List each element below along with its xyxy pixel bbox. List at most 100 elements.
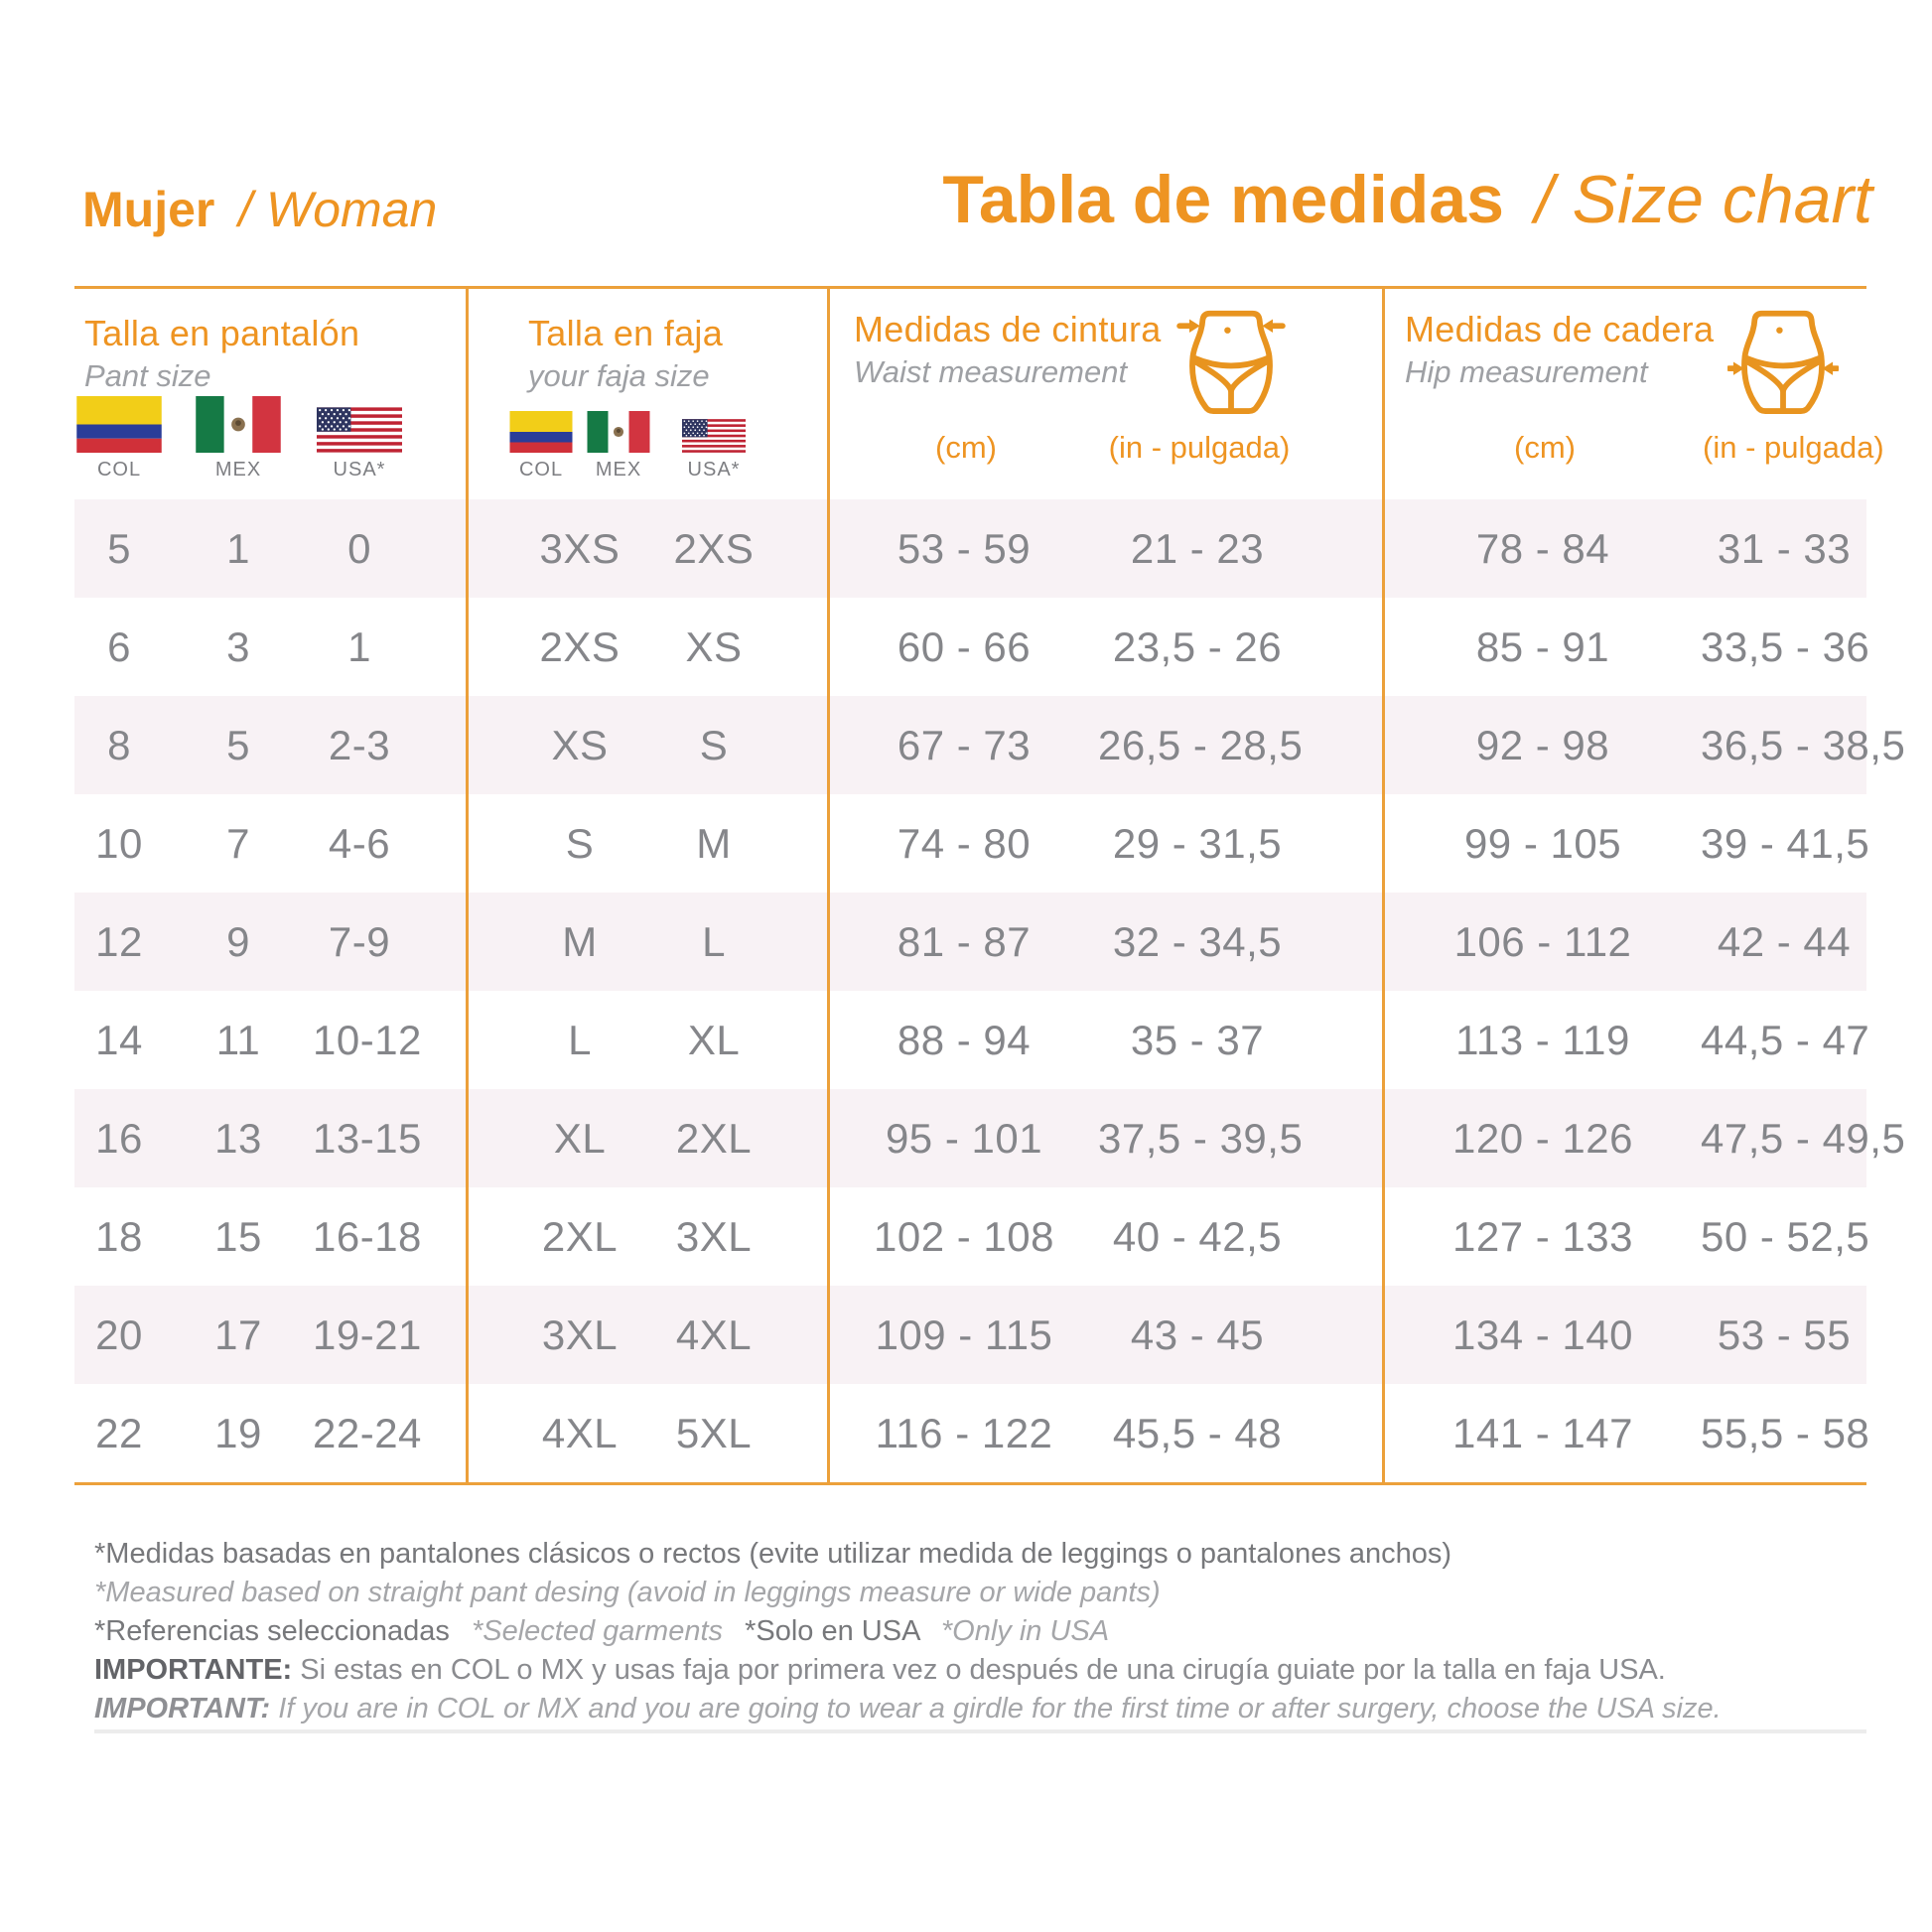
table-cell: 13-15 [313, 1114, 422, 1162]
table-cell: 127 - 133 [1452, 1212, 1633, 1260]
waist-header: Medidas de cintura Waist measurement [830, 289, 1382, 499]
table-cell: 116 - 122 [875, 1409, 1053, 1456]
waist-title: Medidas de cintura [854, 309, 1162, 349]
faja-size-body: 3XS 2XS 2XS XS XS S S M M L L XL XL 2XL 2XL 3XL 3XL 4XL 4X… [469, 499, 827, 1482]
footnote-references-es: *Referencias seleccionadas [94, 1615, 450, 1647]
footnotes: *Medidas basadas en pantalones clásicos … [94, 1535, 1722, 1728]
table-cell: 50 - 52,5 [1701, 1212, 1870, 1260]
table-row-waist: 81 - 87 32 - 34,5 [830, 893, 1382, 991]
table-cell: XL [687, 1016, 741, 1063]
table-cell: 23,5 - 26 [1112, 622, 1283, 670]
table-row-faja: 4XL 5XL [469, 1384, 827, 1482]
table-cell: 31 - 33 [1717, 524, 1852, 572]
table-cell: 26,5 - 28,5 [1098, 721, 1304, 768]
column-group-hip: Medidas de cadera Hip measurement [1382, 289, 1906, 1482]
table-cell: 99 - 105 [1463, 819, 1622, 867]
table-cell: 16-18 [313, 1212, 422, 1260]
table-row-pant: 20 17 19-21 [74, 1286, 466, 1384]
flag-label: COL [96, 459, 142, 481]
hip-title: Medidas de cadera [1405, 309, 1715, 349]
important-label-es: IMPORTANTE: [94, 1654, 293, 1686]
unit-inch-label: (in - pulgada) [1108, 430, 1291, 465]
table-cell: 85 - 91 [1475, 622, 1610, 670]
table-cell: S [565, 819, 595, 867]
col-mex-flag-pair: COL MEX [509, 411, 650, 482]
mexico-flag-box: MEX [164, 396, 313, 482]
table-cell: 7-9 [328, 917, 391, 965]
table-cell: 134 - 140 [1452, 1311, 1633, 1358]
important-label-en: IMPORTANT: [94, 1693, 271, 1725]
table-row-faja: XL 2XL [469, 1089, 827, 1187]
important-text-es: Si estas en COL o MX y usas faja por pri… [292, 1654, 1666, 1686]
table-row-hip: 106 - 112 42 - 44 [1385, 893, 1866, 991]
flag-label: MEX [595, 459, 642, 481]
footnote-usa-only-en: *Only in USA [940, 1615, 1110, 1647]
table-row-faja: L XL [469, 991, 827, 1089]
table-cell: 106 - 112 [1453, 917, 1632, 965]
table-cell: S [699, 721, 729, 768]
column-group-pant-size: Talla en pantalón Pant size COL MEX USA*… [74, 289, 466, 1482]
table-cell: XS [685, 622, 743, 670]
colombia-flag-box: COL [74, 396, 164, 482]
table-row-hip: 99 - 105 39 - 41,5 [1385, 794, 1869, 893]
table-row-waist: 109 - 115 43 - 45 [830, 1286, 1382, 1384]
table-row-waist: 53 - 59 21 - 23 [830, 499, 1382, 598]
faja-size-subtitle: your faja size [528, 358, 710, 393]
table-cell: 17 [214, 1311, 262, 1358]
column-group-faja-size: Talla en faja your faja size COL MEX [466, 289, 827, 1482]
page-title-es: Tabla de medidas [942, 162, 1504, 237]
usa-flag-box: USA* [313, 407, 406, 482]
table-cell: 43 - 45 [1130, 1311, 1265, 1358]
hip-units-row: (cm) (in - pulgada) [1387, 430, 1884, 466]
table-cell: 95 - 101 [885, 1114, 1043, 1162]
pant-size-subtitle: Pant size [84, 358, 211, 393]
table-cell: 2-3 [328, 721, 391, 768]
table-cell: 1 [226, 524, 250, 572]
table-cell: 60 - 66 [897, 622, 1032, 670]
table-cell: 141 - 147 [1452, 1409, 1633, 1456]
table-cell: 22-24 [313, 1409, 422, 1456]
gender-title-en: / Woman [238, 182, 438, 237]
waist-units-row: (cm) (in - pulgada) [832, 430, 1382, 466]
pant-size-title: Talla en pantalón [84, 313, 360, 353]
table-cell: 3XS [539, 524, 621, 572]
table-cell: 88 - 94 [897, 1016, 1032, 1063]
table-cell: 4XL [675, 1311, 753, 1358]
table-row-hip: 113 - 119 44,5 - 47 [1385, 991, 1869, 1089]
flag-label: USA* [687, 459, 741, 481]
important-text-en: If you are in COL or MX and you are goin… [270, 1693, 1722, 1725]
colombia-flag-icon [76, 396, 162, 453]
pant-size-body: 5 1 0 6 3 1 8 5 2-3 10 7 4-6 12 9 7-9 14 11 10-12 16 13 13-1… [74, 499, 466, 1482]
table-row-waist: 116 - 122 45,5 - 48 [830, 1384, 1382, 1482]
table-cell: M [562, 917, 598, 965]
flag-label: USA* [333, 459, 386, 481]
table-cell: 9 [226, 917, 250, 965]
table-cell: 4XL [541, 1409, 619, 1456]
table-cell: 120 - 126 [1452, 1114, 1633, 1162]
colombia-flag-box: COL [509, 411, 573, 482]
table-cell: 16 [95, 1114, 143, 1162]
table-cell: 47,5 - 49,5 [1701, 1114, 1906, 1162]
table-cell: 33,5 - 36 [1701, 622, 1870, 670]
table-cell: L [702, 917, 726, 965]
footnote-important-en: IMPORTANT: If you are in COL or MX and y… [94, 1690, 1722, 1728]
footnote-references: *Referencias seleccionadas *Selected gar… [94, 1612, 1722, 1651]
table-row-waist: 60 - 66 23,5 - 26 [830, 598, 1382, 696]
table-cell: 5XL [675, 1409, 753, 1456]
table-cell: 8 [107, 721, 131, 768]
table-row-pant: 10 7 4-6 [74, 794, 466, 893]
table-cell: 6 [107, 622, 131, 670]
table-row-waist: 74 - 80 29 - 31,5 [830, 794, 1382, 893]
mexico-flag-icon [196, 396, 281, 453]
hip-subtitle: Hip measurement [1405, 354, 1648, 389]
table-row-pant: 6 3 1 [74, 598, 466, 696]
table-cell: 3XL [541, 1311, 619, 1358]
table-cell: 32 - 34,5 [1112, 917, 1283, 965]
footnote-references-en: *Selected garments [471, 1615, 724, 1647]
table-row-pant: 5 1 0 [74, 499, 466, 598]
table-row-faja: 3XS 2XS [469, 499, 827, 598]
table-row-hip: 127 - 133 50 - 52,5 [1385, 1187, 1870, 1286]
waist-body: 53 - 59 21 - 23 60 - 66 23,5 - 26 67 - 73 26,… [830, 499, 1382, 1482]
table-row-hip: 78 - 84 31 - 33 [1385, 499, 1866, 598]
